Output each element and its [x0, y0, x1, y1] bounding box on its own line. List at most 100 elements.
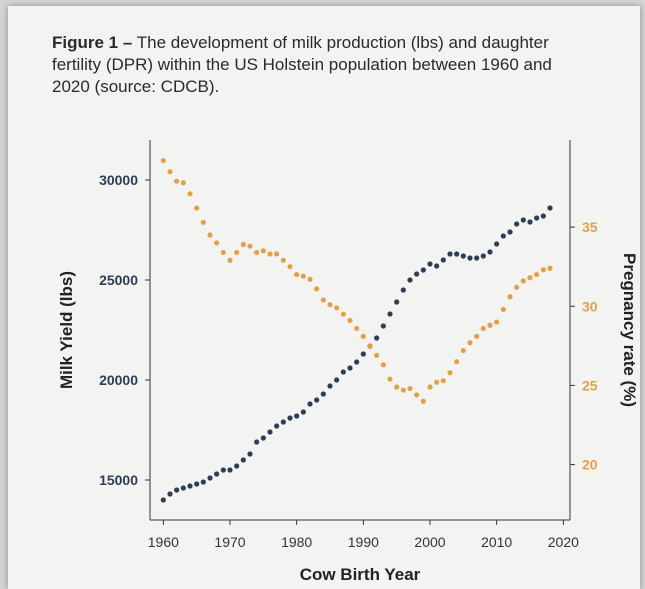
pregnancy-point [454, 359, 460, 365]
x-tick-label: 1990 [348, 534, 379, 550]
pregnancy-point [294, 271, 300, 278]
pregnancy-point [420, 398, 426, 404]
figure-label: Figure 1 – [52, 33, 133, 52]
pregnancy-point [400, 387, 406, 393]
pregnancy-point [374, 352, 380, 358]
y2-axis-label: Pregnancy rate (%) [620, 253, 639, 407]
x-axis-label: Cow Birth Year [300, 565, 421, 584]
chart-axes [149, 140, 571, 521]
milk-point [507, 229, 513, 235]
milk-point [234, 463, 240, 469]
pregnancy-point [214, 240, 220, 246]
pregnancy-point [160, 157, 166, 164]
milk-point [347, 365, 353, 371]
pregnancy-point [200, 219, 206, 225]
milk-point [254, 439, 260, 445]
pregnancy-point [407, 385, 413, 392]
pregnancy-point [254, 249, 260, 256]
x-tick-label: 2000 [414, 534, 445, 550]
milk-point [334, 377, 340, 383]
milk-point [174, 487, 180, 493]
pregnancy-point [300, 273, 306, 279]
milk-point [287, 415, 293, 421]
pregnancy-point [260, 248, 266, 254]
pregnancy-point [387, 376, 393, 382]
milk-point [167, 491, 173, 497]
data-points [160, 157, 553, 503]
milk-point [427, 261, 433, 267]
pregnancy-point [207, 232, 213, 238]
pregnancy-point [427, 384, 433, 390]
milk-point [360, 351, 366, 357]
pregnancy-point [180, 180, 186, 186]
pregnancy-point [520, 278, 526, 284]
pregnancy-point [540, 267, 546, 273]
milk-point [480, 253, 486, 259]
y2-tick-label: 20 [582, 457, 598, 473]
pregnancy-point [394, 384, 400, 390]
milk-point [327, 383, 333, 389]
y-tick-label: 15000 [99, 472, 138, 488]
x-tick-label: 2020 [548, 534, 579, 550]
milk-point [160, 497, 166, 503]
milk-point [227, 467, 233, 473]
pregnancy-point [247, 243, 253, 249]
milk-point [414, 271, 420, 277]
milk-point [514, 221, 520, 227]
pregnancy-point [347, 317, 353, 324]
pregnancy-point [327, 302, 333, 308]
pregnancy-point [280, 257, 286, 263]
y2-tick-label: 30 [582, 298, 598, 314]
pregnancy-point [434, 379, 440, 385]
pregnancy-point [227, 257, 233, 263]
milk-point [527, 219, 533, 225]
pregnancy-point [487, 322, 493, 328]
milk-point [494, 241, 500, 247]
x-tick-label: 2010 [481, 534, 512, 550]
y-tick-label: 30000 [99, 172, 138, 188]
milk-point [434, 263, 440, 269]
tick-group: 1960 1970 1980 1990 2000 2010 2020 15000 20000 25… [99, 172, 598, 550]
milk-point [440, 257, 446, 263]
pregnancy-point [307, 276, 313, 282]
x-tick-label: 1960 [148, 534, 179, 550]
milk-point [200, 479, 206, 485]
milk-point [220, 467, 226, 473]
milk-point [534, 215, 540, 221]
milk-point [340, 369, 346, 375]
milk-point [380, 323, 386, 329]
milk-point [447, 251, 453, 257]
milk-point [540, 213, 546, 219]
milk-point [467, 255, 473, 261]
pregnancy-point [474, 333, 480, 339]
pregnancy-point [187, 191, 193, 197]
pregnancy-point [340, 311, 346, 317]
milk-point [394, 299, 400, 305]
pregnancy-point [447, 370, 453, 376]
x-tick-label: 1970 [214, 534, 245, 550]
pregnancy-point [460, 347, 466, 354]
milk-point [500, 233, 506, 239]
pregnancy-point [167, 169, 173, 175]
y2-tick-label: 35 [582, 219, 598, 235]
pregnancy-point [380, 362, 386, 368]
pregnancy-point [514, 284, 520, 290]
pregnancy-point [334, 305, 340, 311]
milk-point [307, 401, 313, 407]
pregnancy-point [527, 275, 533, 281]
milk-point [240, 457, 246, 463]
milk-point [267, 429, 273, 435]
milk-point [274, 423, 280, 429]
milk-point [387, 311, 393, 317]
milk-point [260, 435, 266, 441]
y-axis-label: Milk Yield (lbs) [57, 271, 76, 389]
milk-point [460, 253, 466, 259]
pregnancy-point [220, 249, 226, 256]
pregnancy-point [234, 249, 240, 256]
milk-point [207, 475, 213, 481]
milk-point [420, 267, 426, 273]
y2-tick-label: 25 [582, 377, 598, 393]
pregnancy-point [480, 325, 486, 332]
milk-point [400, 287, 406, 293]
